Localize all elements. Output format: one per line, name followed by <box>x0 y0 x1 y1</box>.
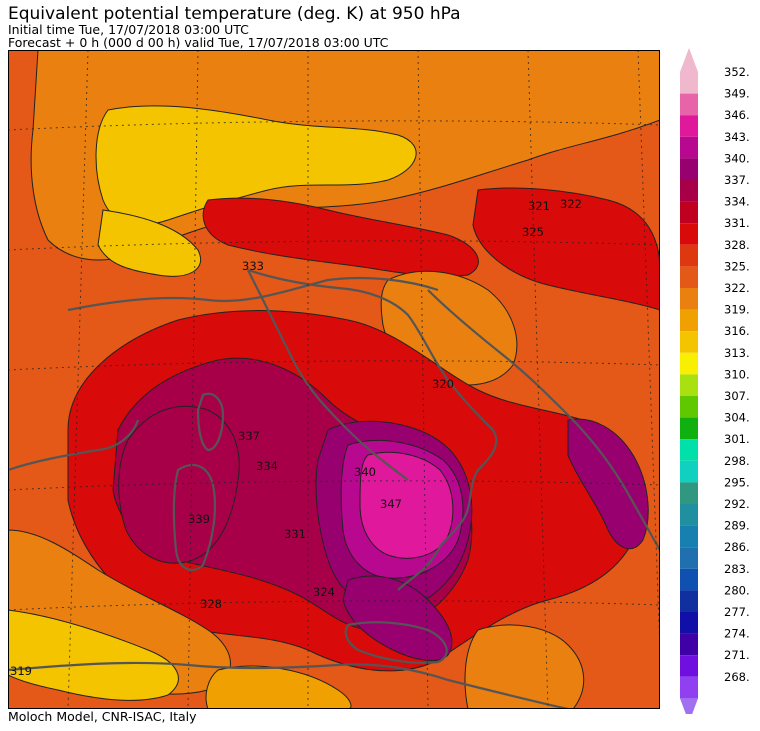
colorbar-label-28: 268. <box>724 670 750 684</box>
colorbar-label-4: 340. <box>724 151 750 165</box>
colorbar-swatch-24 <box>680 590 698 612</box>
colorbar-label-16: 304. <box>724 411 750 425</box>
colorbar-label-2: 346. <box>724 108 750 122</box>
colorbar-swatch-10 <box>680 288 698 310</box>
map-frame <box>8 50 660 709</box>
colorbar-label-22: 286. <box>724 540 750 554</box>
iso-label-347: 347 <box>380 497 402 511</box>
colorbar-label-24: 280. <box>724 583 750 597</box>
colorbar-swatch-26 <box>680 633 698 656</box>
iso-label-320: 320 <box>432 377 454 391</box>
field-sw-yellow <box>8 609 179 701</box>
colorbar-swatch-19 <box>680 482 698 504</box>
colorbar-swatch-25 <box>680 612 698 634</box>
graticule <box>8 50 660 709</box>
iso-label-322: 322 <box>560 197 582 211</box>
field-ne-red <box>472 187 660 311</box>
iso-label-333: 333 <box>242 259 264 273</box>
iso-label-325: 325 <box>522 225 544 239</box>
colorbar-label-20: 292. <box>724 497 750 511</box>
colorbar-swatches <box>680 48 698 714</box>
colorbar-swatch-9 <box>680 266 698 288</box>
colorbar-label-6: 334. <box>724 195 750 209</box>
colorbar-label-5: 337. <box>724 173 750 187</box>
colorbar-label-1: 349. <box>724 87 750 101</box>
colorbar-label-13: 313. <box>724 346 750 360</box>
colorbar-label-3: 343. <box>724 130 750 144</box>
iso-label-328: 328 <box>200 597 222 611</box>
colorbar-label-23: 283. <box>724 562 750 576</box>
colorbar-swatch-14 <box>680 374 698 396</box>
colorbar-label-12: 316. <box>724 324 750 338</box>
iso-label-321: 321 <box>528 199 550 213</box>
iso-label-340: 340 <box>354 465 376 479</box>
field-north-yellow-2 <box>97 209 201 277</box>
contour-labels: 347 340 337 334 331 328 325 322 320 321 … <box>10 197 582 678</box>
colorbar-swatch-27 <box>680 655 698 677</box>
colorbar-swatch-3 <box>680 136 698 159</box>
colorbar-swatch-5 <box>680 180 698 202</box>
colorbar-swatch-0 <box>680 72 698 94</box>
colorbar-label-27: 271. <box>724 648 750 662</box>
colorbar-swatch-20 <box>680 504 698 526</box>
colorbar-label-8: 328. <box>724 238 750 252</box>
colorbar-swatch-6 <box>680 201 698 224</box>
colorbar-swatch-12 <box>680 331 698 353</box>
colorbar-label-19: 295. <box>724 475 750 489</box>
colorbar-swatch-23 <box>680 568 698 591</box>
field-alps-red <box>202 197 479 277</box>
colorbar-swatch-16 <box>680 417 698 440</box>
field-west-crimson <box>118 405 240 564</box>
iso-label-337: 337 <box>238 429 260 443</box>
colorbar-label-11: 319. <box>724 303 750 317</box>
field-core-pink <box>359 451 454 559</box>
colorbar-label-0: 352. <box>724 65 750 79</box>
colorbar-swatch-21 <box>680 525 698 548</box>
colorbar-swatch-13 <box>680 352 698 375</box>
model-credit: Moloch Model, CNR-ISAC, Italy <box>8 709 197 724</box>
theta-e-map: 347 340 337 334 331 328 325 322 320 321 … <box>8 50 660 709</box>
colorbar-swatch-4 <box>680 158 698 180</box>
colorbar-swatch-22 <box>680 547 698 569</box>
colorbar-label-17: 301. <box>724 432 750 446</box>
colorbar-swatch-17 <box>680 439 698 461</box>
colorbar-swatch-7 <box>680 223 698 245</box>
initial-time-label: Initial time Tue, 17/07/2018 03:00 UTC <box>8 22 249 37</box>
colorbar-label-15: 307. <box>724 389 750 403</box>
colorbar-label-10: 322. <box>724 281 750 295</box>
colorbar-label-18: 298. <box>724 454 750 468</box>
field-se-orange <box>464 624 585 709</box>
colorbar-label-9: 325. <box>724 259 750 273</box>
forecast-label: Forecast + 0 h (000 d 00 h) valid Tue, 1… <box>8 35 389 50</box>
iso-label-334: 334 <box>256 459 278 473</box>
colorbar-swatch-8 <box>680 244 698 267</box>
colorbar-swatch-28 <box>680 676 698 699</box>
colorbar-label-14: 310. <box>724 367 750 381</box>
colorbar-swatch-2 <box>680 115 698 137</box>
colorbar-labels: 352. 349. 346. 343. 340. 337. 334. 331. 328. 325.… <box>724 65 750 684</box>
iso-label-331: 331 <box>284 527 306 541</box>
colorbar-swatch-1 <box>680 93 698 116</box>
field-south-purple <box>342 575 453 661</box>
colorbar-arrow-bottom <box>680 698 698 714</box>
iso-label-339: 339 <box>188 512 210 526</box>
colorbar: 352. 349. 346. 343. 340. 337. 334. 331. 328. 325.… <box>680 48 750 714</box>
coastlines <box>8 268 660 709</box>
chart-title: Equivalent potential temperature (deg. K… <box>8 4 461 24</box>
colorbar-label-25: 277. <box>724 605 750 619</box>
colorbar-swatch-11 <box>680 309 698 332</box>
colorbar-arrow-top <box>680 48 698 72</box>
colorbar-label-21: 289. <box>724 519 750 533</box>
colorbar-label-7: 331. <box>724 216 750 230</box>
colorbar-swatch-15 <box>680 396 698 418</box>
iso-label-324: 324 <box>313 585 335 599</box>
iso-label-319: 319 <box>10 664 32 678</box>
colorbar-label-26: 274. <box>724 627 750 641</box>
colorbar-swatch-18 <box>680 460 698 483</box>
